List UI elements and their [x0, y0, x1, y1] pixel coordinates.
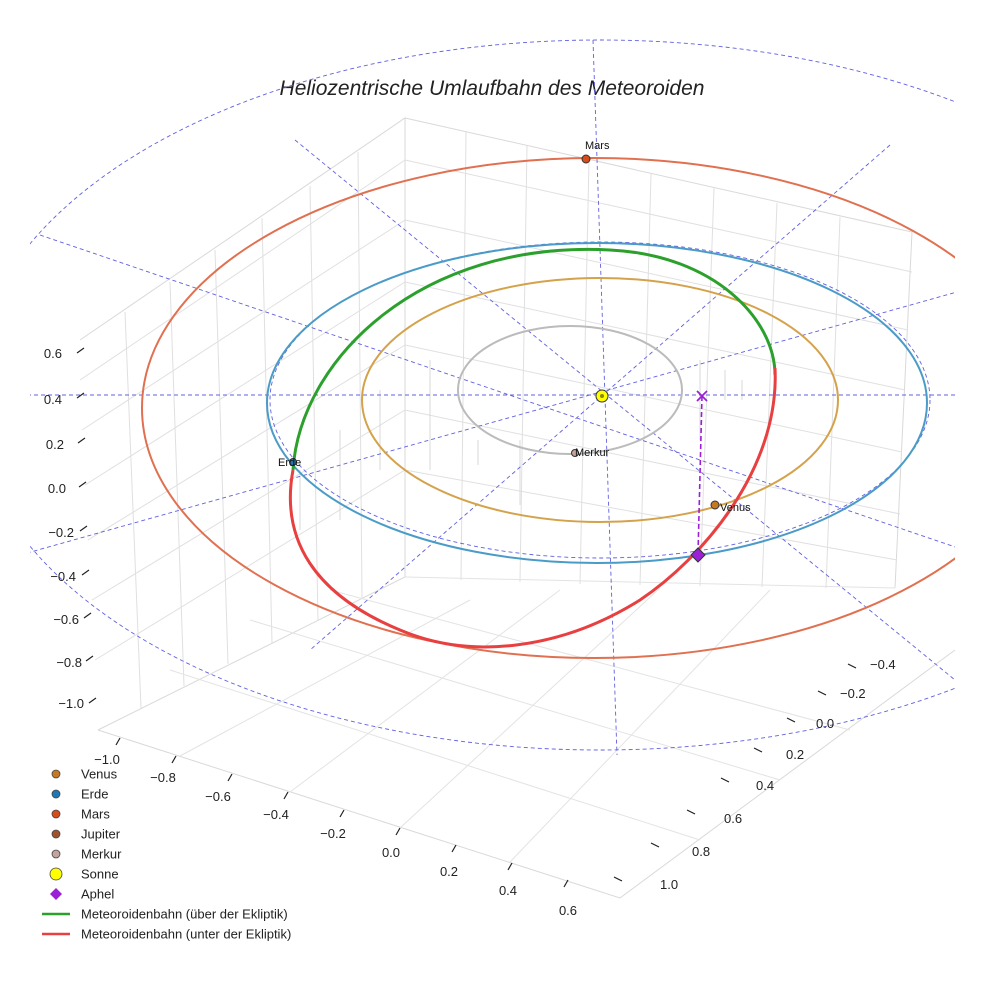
x-axis: −1.0 −0.8 −0.6 −0.4 −0.2 0.0 0.2 0.4 0.6	[94, 737, 577, 918]
legend-item: Venus	[51, 767, 118, 782]
x-tick-label: 0.0	[382, 845, 400, 860]
z-tick-label: 0.2	[46, 437, 64, 452]
y-tick-label: −0.4	[870, 657, 896, 672]
planet-orbits	[141, 157, 955, 659]
meteoroid-paths	[288, 247, 777, 649]
legend: Venus Erde Mars Jupiter Merkur Sonne Aphel Mete…	[42, 767, 291, 942]
x-tick-label: −0.2	[320, 826, 346, 841]
meteoroid-path-above	[291, 247, 777, 471]
chart-title: Heliozentrische Umlaufbahn des Meteoroid…	[280, 77, 705, 100]
legend-item: Erde	[51, 787, 108, 802]
x-tick-label: −0.4	[263, 807, 289, 822]
ecliptic-spoke-1	[294, 139, 955, 681]
z-axis: 0.6 0.4 0.2 0.0 −0.2 −0.4 −0.6 −0.8 −1.0	[44, 346, 97, 711]
pane-grid	[79, 117, 956, 899]
body-labels: Mars Merkur Venus Erde	[278, 140, 751, 514]
z-tick-label: −0.2	[48, 525, 74, 540]
y-tick-label: 0.2	[786, 747, 804, 762]
legend-item: Meteoroidenbahn (unter der Ekliptik)	[42, 927, 291, 942]
y-tick-label: 0.6	[724, 811, 742, 826]
projection-drops	[299, 360, 743, 530]
label-merkur: Merkur	[575, 447, 610, 459]
y-tick-label: 0.4	[756, 778, 774, 793]
z-tick-label: −0.6	[53, 612, 79, 627]
floor-gridlines	[169, 576, 896, 863]
pane-left-wall	[79, 117, 406, 731]
pane-back-wall	[404, 117, 913, 589]
z-tick-label: 0.6	[44, 346, 62, 361]
legend-label: Jupiter	[81, 827, 121, 842]
aphelion-projection-marker	[696, 390, 708, 402]
orbit-venus	[361, 277, 839, 523]
orbit-mars	[141, 157, 955, 659]
legend-symbol	[51, 829, 61, 839]
legend-label: Meteoroidenbahn (unter der Ekliptik)	[81, 927, 291, 942]
legend-label: Aphel	[81, 887, 114, 902]
z-tick-label: 0.4	[44, 392, 62, 407]
legend-item: Sonne	[49, 867, 119, 882]
legend-symbol	[51, 809, 61, 819]
wall-gridlines	[79, 131, 913, 709]
y-axis: −0.4 −0.2 0.0 0.2 0.4 0.6 0.8 1.0	[613, 657, 896, 892]
pane-floor	[97, 649, 956, 899]
z-tick-label: −0.8	[56, 655, 82, 670]
x-tick-label: −0.8	[150, 770, 176, 785]
label-venus: Venus	[720, 502, 751, 514]
ecliptic-spoke-3	[39, 234, 955, 548]
legend-label: Venus	[81, 767, 118, 782]
y-tick-label: 0.0	[816, 716, 834, 731]
ecliptic-ring-earth	[269, 241, 931, 559]
x-tick-label: 0.2	[440, 864, 458, 879]
y-tick-label: 1.0	[660, 877, 678, 892]
legend-label: Sonne	[81, 867, 119, 882]
legend-label: Mars	[81, 807, 110, 822]
legend-symbol	[50, 888, 62, 900]
orbit-merkur	[457, 325, 683, 455]
aphelion-projection-line	[697, 395, 703, 555]
legend-symbol	[51, 849, 61, 859]
x-tick-label: 0.6	[559, 903, 577, 918]
bodies	[289, 154, 720, 563]
legend-item: Merkur	[51, 847, 122, 862]
legend-symbol	[51, 789, 61, 799]
z-tick-label: −0.4	[50, 569, 76, 584]
legend-item: Mars	[51, 807, 110, 822]
label-mars: Mars	[585, 140, 610, 152]
earth-marker	[289, 458, 297, 466]
label-erde: Erde	[278, 457, 301, 469]
sun-core	[600, 394, 604, 398]
legend-label: Erde	[81, 787, 108, 802]
ecliptic-spoke-4	[30, 292, 955, 553]
legend-item: Jupiter	[51, 827, 121, 842]
venus-marker	[710, 500, 720, 510]
legend-item: Aphel	[50, 887, 114, 902]
x-tick-label: −1.0	[94, 752, 120, 767]
x-tick-label: 0.4	[499, 883, 517, 898]
y-tick-label: 0.8	[692, 844, 710, 859]
legend-label: Merkur	[81, 847, 122, 862]
orbit-erde	[266, 242, 928, 564]
ecliptic-spoke-2	[309, 144, 891, 651]
z-tick-label: −1.0	[58, 696, 84, 711]
legend-symbol	[49, 867, 63, 881]
legend-label: Meteoroidenbahn (über der Ekliptik)	[81, 907, 288, 922]
ecliptic-reference	[30, 39, 955, 756]
z-tick-label: 0.0	[48, 481, 66, 496]
legend-symbol	[51, 769, 61, 779]
legend-item: Meteoroidenbahn (über der Ekliptik)	[42, 907, 288, 922]
aphelion-marker	[690, 547, 706, 563]
mercury-marker	[571, 449, 579, 457]
y-tick-label: −0.2	[840, 686, 866, 701]
mars-marker	[581, 154, 591, 164]
x-tick-label: −0.6	[205, 789, 231, 804]
meteoroid-path-below	[288, 367, 777, 649]
